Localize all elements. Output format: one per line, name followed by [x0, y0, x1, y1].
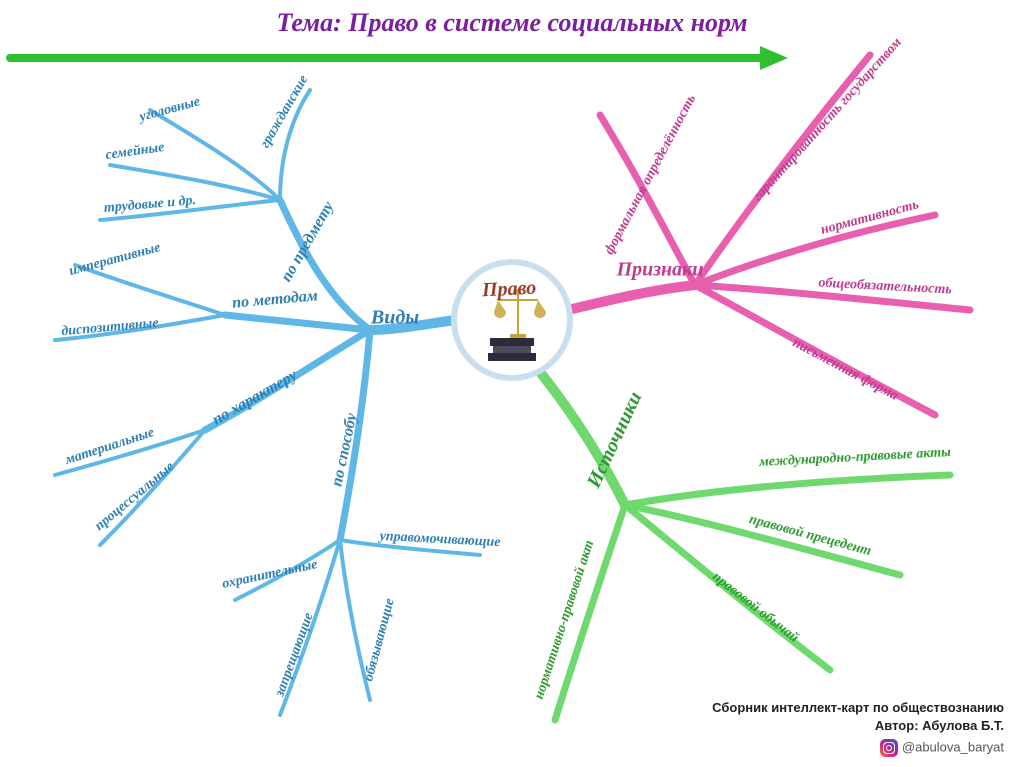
- node-vidy: Виды: [371, 307, 419, 330]
- center-node-label: Право: [481, 277, 536, 303]
- node-priznaki: Признаки: [617, 259, 704, 282]
- instagram-handle: @abulova_baryat: [880, 739, 1004, 757]
- footer-collection: Сборник интеллект-карт по обществознанию: [712, 700, 1004, 715]
- instagram-icon: [880, 739, 898, 757]
- page-title: Тема: Право в системе социальных норм: [0, 8, 1024, 38]
- instagram-handle-text: @abulova_baryat: [902, 739, 1004, 754]
- footer-author: Автор: Абулова Б.Т.: [875, 718, 1004, 733]
